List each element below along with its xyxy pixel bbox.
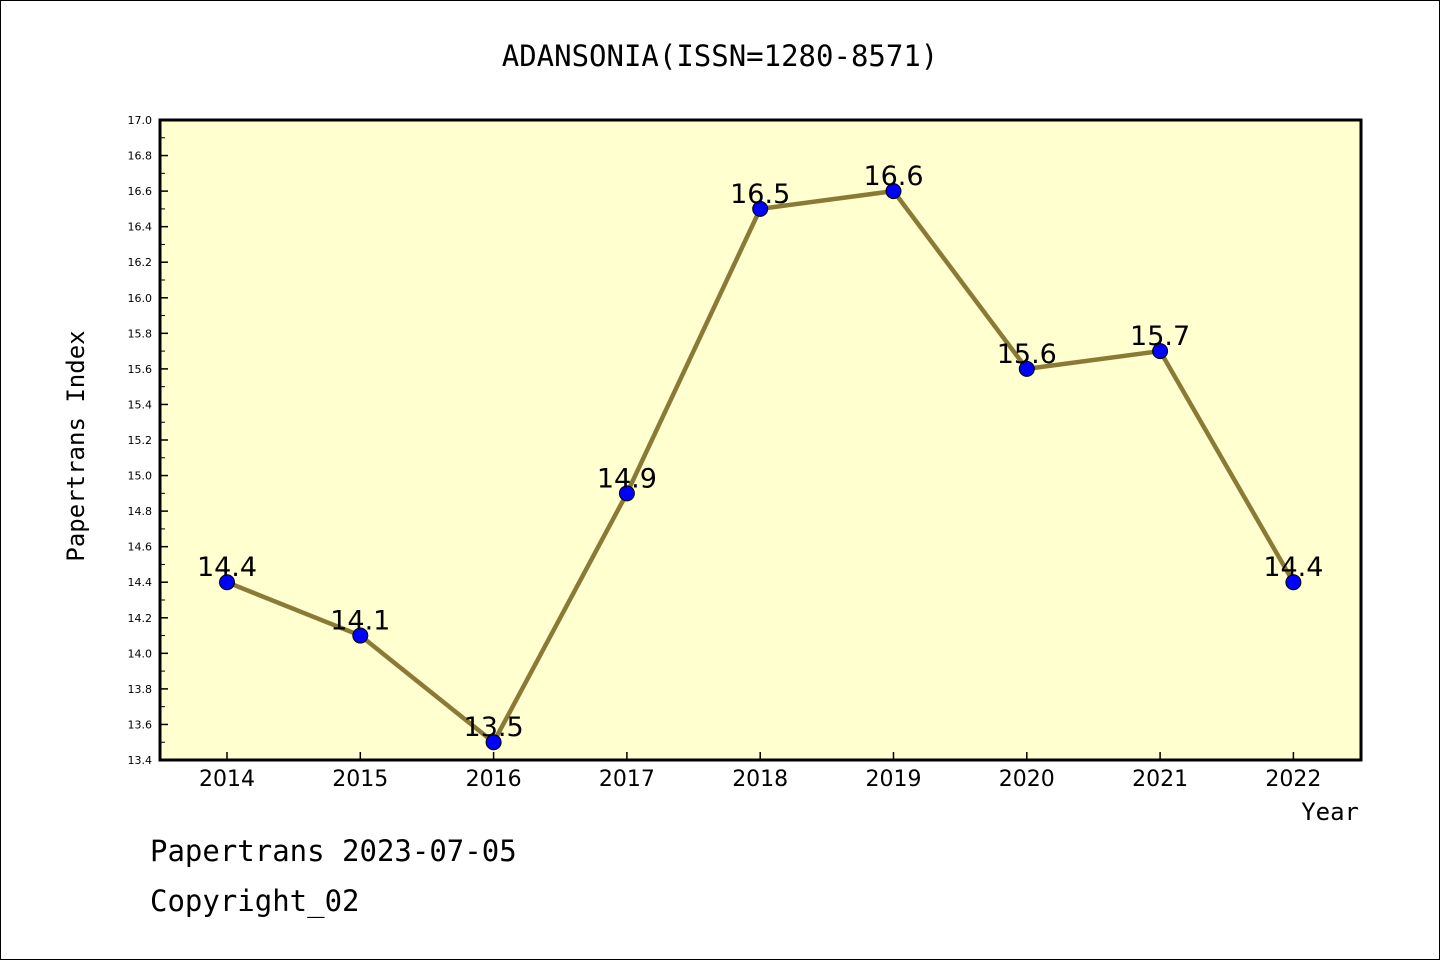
x-tick-label: 2019 (866, 767, 922, 792)
x-tick-label: 2015 (332, 767, 388, 792)
data-label: 14.4 (1263, 552, 1323, 583)
data-label: 14.4 (197, 552, 257, 583)
data-point (1285, 574, 1302, 591)
y-tick-label: 16.2 (128, 256, 153, 269)
footer-copyright: Copyright_02 (150, 884, 360, 918)
y-tick-label: 14.2 (128, 612, 153, 625)
data-label: 15.7 (1130, 321, 1190, 352)
data-point (752, 200, 769, 217)
x-tick-label: 2018 (732, 767, 788, 792)
chart-title: ADANSONIA(ISSN=1280-8571) (502, 39, 939, 73)
y-tick-label: 14.4 (128, 576, 153, 589)
y-tick-label: 13.4 (128, 754, 153, 767)
data-point (885, 183, 902, 200)
data-label: 15.6 (997, 339, 1057, 370)
x-tick-label: 2016 (466, 767, 522, 792)
y-tick-label: 15.0 (128, 470, 153, 483)
y-tick-label: 15.6 (128, 363, 153, 376)
y-tick-label: 16.4 (128, 221, 153, 234)
x-axis-label: Year (1301, 798, 1359, 826)
data-point (485, 734, 502, 751)
y-tick-label: 13.8 (128, 683, 153, 696)
y-tick-label: 14.6 (128, 541, 153, 554)
y-axis: 13.4 13.6 13.8 14.0 14.2 14.4 14.6 14.8 15.0 15.2… (128, 114, 168, 767)
data-label: 13.5 (464, 712, 524, 743)
data-point (618, 485, 635, 502)
data-label: 14.9 (597, 463, 657, 494)
data-label: 16.6 (863, 161, 923, 192)
data-labels: 14.4 14.1 13.5 14.9 16.5 16.6 15.6 15.7 14.4 (197, 161, 1324, 743)
data-point (1018, 360, 1035, 377)
y-tick-label: 17.0 (128, 114, 153, 127)
x-axis: 2014 2015 2016 2017 2018 2019 2020 2021 2022 (199, 752, 1321, 792)
data-point (352, 627, 369, 644)
data-point (1152, 343, 1169, 360)
data-label: 16.5 (730, 179, 790, 210)
y-tick-label: 15.4 (128, 398, 153, 411)
y-tick-label: 15.2 (128, 434, 153, 447)
y-tick-label: 14.0 (128, 647, 153, 660)
y-tick-label: 16.0 (128, 292, 153, 305)
footer-date: Papertrans 2023-07-05 (150, 834, 517, 868)
plot-border (158, 118, 1363, 762)
y-tick-label: 15.8 (128, 327, 153, 340)
series-line (219, 183, 1302, 751)
y-tick-label: 16.8 (128, 150, 153, 163)
y-tick-label: 16.6 (128, 185, 153, 198)
y-tick-label: 13.6 (128, 718, 153, 731)
x-tick-label: 2017 (599, 767, 655, 792)
x-tick-label: 2022 (1265, 767, 1321, 792)
plot-area (160, 120, 1361, 760)
x-tick-label: 2021 (1132, 767, 1188, 792)
data-point (219, 574, 235, 591)
x-tick-label: 2020 (999, 767, 1055, 792)
data-label: 14.1 (330, 606, 390, 637)
y-tick-label: 14.8 (128, 505, 153, 518)
x-tick-label: 2014 (199, 767, 255, 792)
y-axis-label: Papertrans Index (62, 330, 90, 561)
